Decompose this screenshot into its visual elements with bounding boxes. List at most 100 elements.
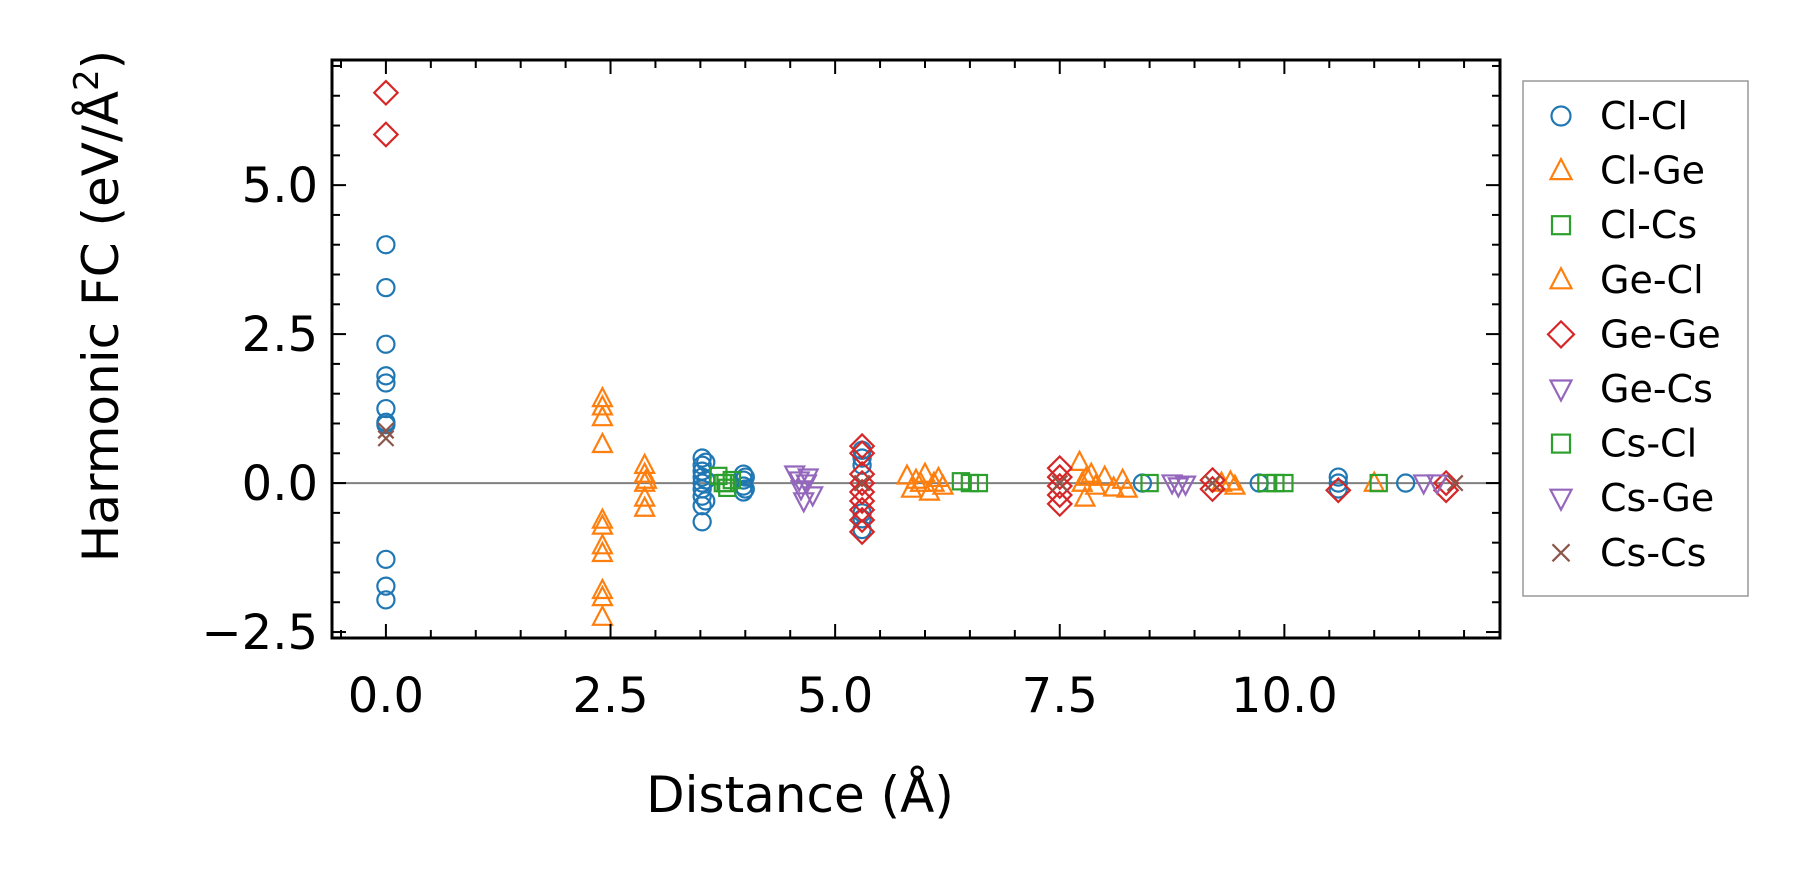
legend-marker-cs-cs (1551, 543, 1571, 563)
x-tick-label: 10.0 (1231, 668, 1338, 724)
legend-label: Ge-Cl (1600, 258, 1704, 302)
y-tick-label: 5.0 (242, 158, 318, 214)
data-point-cl-ge (1073, 485, 1097, 507)
data-point-ge-ge (1046, 463, 1074, 491)
data-point-cs-cs (1204, 474, 1221, 492)
data-point-ge-cl (909, 470, 932, 492)
legend-label: Cl-Cs (1600, 203, 1697, 247)
data-point-cl-cl (376, 277, 396, 298)
legend-label: Cs-Cl (1600, 422, 1697, 466)
x-axis-label: Distance (Å) (646, 766, 954, 824)
legend-label: Ge-Cs (1600, 367, 1713, 411)
data-point-cs-cs (377, 429, 395, 447)
legend-item: Cs-Cl (1550, 422, 1697, 466)
data-point-cl-cl (376, 590, 396, 610)
legend-marker-ge-cl (1548, 265, 1574, 290)
data-point-cl-ge (904, 467, 928, 489)
x-tick-label: 5.0 (797, 668, 873, 724)
legend-marker-cl-cl (1550, 105, 1572, 127)
data-point-cl-ge (591, 604, 614, 626)
data-point-cl-cl (1328, 473, 1348, 493)
data-point-cl-ge (591, 540, 614, 563)
data-point-cl-ge (931, 473, 955, 495)
data-point-cl-ge (633, 461, 656, 483)
data-point-cl-ge (1079, 461, 1103, 483)
data-point-ge-ge (848, 432, 876, 460)
legend-marker-ge-cs (1548, 379, 1574, 403)
data-point-cl-cl (1396, 473, 1416, 493)
data-point-cl-cl (1328, 467, 1348, 487)
x-tick-label: 2.5 (572, 668, 648, 724)
data-point-cl-cl (376, 366, 396, 386)
legend-item: Ge-Cs (1548, 367, 1713, 411)
legend-marker-cl-ge (1548, 156, 1574, 181)
data-point-cl-ge (591, 507, 614, 529)
plot-frame (330, 58, 1502, 640)
legend-marker-cl-cs (1550, 215, 1572, 236)
data-point-ge-ge (848, 506, 876, 534)
data-point-cl-cs (1369, 473, 1388, 493)
data-point-cl-cl (852, 509, 872, 529)
series-ge-ge (372, 79, 1460, 546)
legend-label: Cs-Cs (1600, 531, 1706, 575)
data-point-ge-ge (848, 518, 876, 546)
data-point-cl-ge (1223, 473, 1247, 495)
data-point-cl-cl (376, 334, 396, 354)
data-point-cl-ge (591, 532, 614, 555)
data-point-cs-ge (795, 474, 818, 496)
data-point-cl-ge (633, 485, 656, 507)
series-cs-cl (716, 473, 1285, 493)
data-point-ge-ge (1046, 454, 1074, 482)
series-cs-ge (795, 474, 1449, 499)
data-point-ge-cs (1412, 474, 1435, 496)
data-point-ge-ge (848, 469, 876, 497)
data-point-ge-ge (1199, 475, 1226, 503)
legend-item: Cl-Cl (1550, 94, 1688, 138)
data-point-cs-cs (853, 474, 871, 492)
data-point-cl-ge (591, 577, 614, 600)
data-point-cs-cs (1446, 474, 1464, 492)
data-point-cl-cl (852, 519, 872, 540)
data-point-ge-cs (1160, 474, 1184, 496)
y-tick-label: −2.5 (201, 605, 318, 661)
data-point-cl-cl (1328, 479, 1348, 499)
data-point-cl-ge (591, 394, 614, 416)
data-point-ge-cs (1174, 475, 1197, 497)
legend-item: Ge-Ge (1546, 312, 1721, 356)
series-cl-cl (376, 235, 1416, 610)
data-point-ge-cs (801, 486, 824, 508)
data-point-cs-cl (1266, 473, 1285, 493)
legend-label: Cl-Cl (1600, 94, 1688, 138)
data-markers (372, 79, 1464, 626)
data-point-ge-cl (1219, 469, 1242, 491)
data-point-cl-ge (591, 404, 614, 427)
data-point-cs-cs (1051, 474, 1069, 492)
data-point-cl-ge (1068, 449, 1091, 471)
data-point-cl-ge (633, 495, 656, 517)
series-ge-cl (635, 464, 1242, 492)
data-point-cl-cl (692, 448, 712, 468)
data-point-cl-cl (376, 235, 396, 255)
data-point-ge-ge (1432, 469, 1460, 497)
data-point-ge-cl (635, 467, 658, 489)
data-point-ge-cs (796, 468, 820, 490)
data-point-ge-ge (848, 478, 876, 506)
data-point-cs-cs (377, 422, 395, 440)
data-point-ge-ge (848, 487, 876, 515)
data-point-cs-cl (960, 473, 980, 493)
data-point-ge-ge (1325, 476, 1352, 504)
y-axis-label-close: ) (72, 50, 130, 70)
axes: 0.0 2.5 5.0 7.5 10.0 −2.5 0.0 2.5 5.0 (201, 58, 1502, 724)
data-point-cs-ge (1425, 474, 1449, 496)
data-point-cs-cl (716, 473, 735, 493)
data-point-ge-ge (372, 121, 400, 148)
legend-marker-cs-cl (1550, 433, 1572, 454)
y-tick-label: 2.5 (242, 307, 318, 363)
series-ge-cs (783, 465, 1435, 514)
y-axis-label-sup: 2 (67, 69, 107, 91)
y-axis-label-main: Harmonic FC (eV/Å (72, 91, 130, 562)
data-point-ge-ge (1432, 476, 1460, 504)
data-point-ge-cs (792, 492, 815, 514)
x-tick-label: 7.5 (1022, 668, 1098, 724)
